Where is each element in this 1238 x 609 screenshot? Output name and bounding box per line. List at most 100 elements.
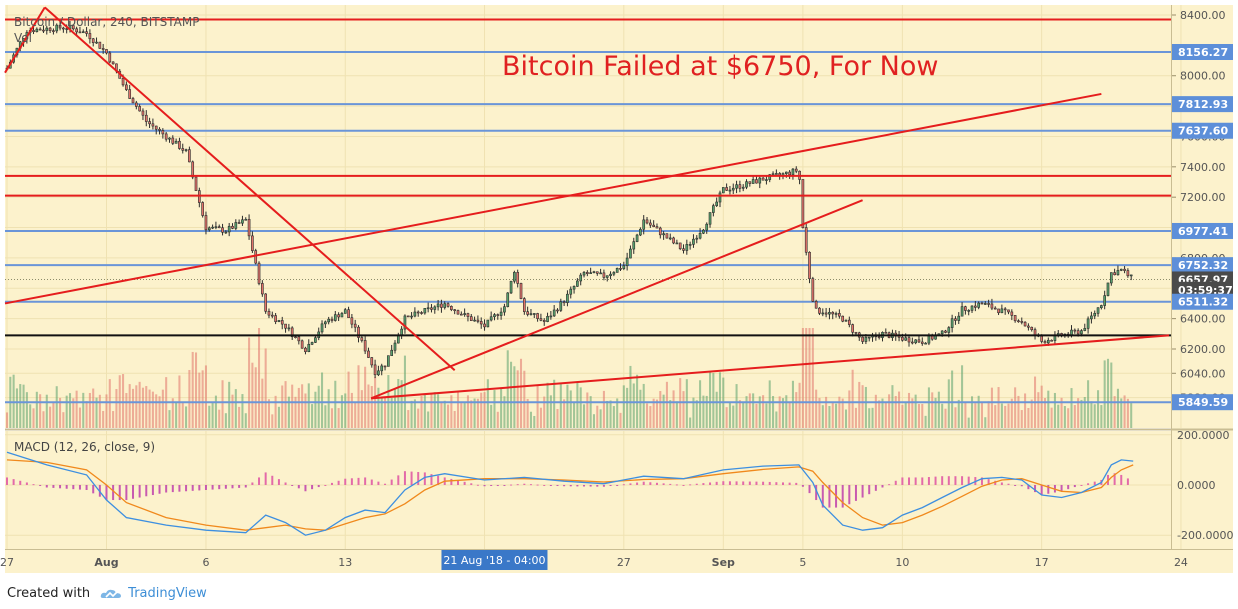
candle-body-138 (463, 313, 466, 315)
macd-histogram-bar-147 (980, 477, 983, 485)
candle-body-36 (125, 84, 128, 90)
candle-body-43 (148, 121, 151, 125)
candle-body-225 (751, 179, 755, 184)
macd-histogram-bar-156 (1040, 484, 1043, 496)
candle-body-199 (665, 233, 669, 239)
volume-bar-176 (589, 396, 592, 428)
volume-bar-31 (108, 379, 111, 428)
candle-body-160 (536, 313, 539, 319)
candle-body-114 (383, 365, 387, 368)
volume-bar-195 (652, 398, 655, 428)
candle-body-127 (426, 307, 430, 310)
candle-body-236 (788, 171, 791, 176)
candle-body-173 (579, 274, 583, 282)
volume-bar-179 (599, 409, 602, 428)
volume-bar-338 (1126, 398, 1129, 428)
candle-body-140 (469, 316, 473, 321)
candle-body-205 (685, 244, 689, 251)
volume-bar-145 (486, 379, 489, 428)
volume-bar-320 (1067, 408, 1070, 428)
volume-bar-307 (1024, 393, 1027, 428)
volume-bar-227 (758, 396, 761, 428)
volume-bar-62 (211, 401, 214, 428)
macd-histogram-bar-30 (204, 484, 207, 490)
candle-body-170 (569, 288, 573, 295)
candle-body-70 (237, 222, 241, 224)
volume-bar-113 (380, 398, 383, 428)
candle-body-122 (410, 315, 413, 318)
volume-bar-32 (112, 411, 115, 428)
volume-bar-163 (546, 382, 549, 428)
level-badge-3 (1172, 222, 1233, 239)
volume-bar-71 (241, 394, 244, 428)
tradingview-cloud-icon[interactable] (100, 588, 122, 600)
volume-bar-332 (1106, 358, 1110, 428)
candle-body-251 (838, 313, 841, 317)
volume-bar-87 (294, 396, 297, 428)
candle-body-75 (254, 250, 258, 264)
macd-histogram-bar-86 (576, 484, 579, 487)
candle-body-287 (957, 315, 961, 321)
candle-body-147 (493, 314, 496, 318)
footer: Created with TradingView (0, 578, 1238, 609)
macd-histogram-bar-95 (636, 482, 639, 485)
volume-bar-157 (526, 398, 529, 428)
volume-bar-76 (257, 328, 261, 428)
volume-bar-284 (947, 379, 950, 428)
candle-body-227 (758, 177, 762, 184)
volume-bar-242 (808, 328, 811, 428)
volume-bar-14 (52, 402, 55, 428)
macd-histogram-bar-140 (934, 476, 937, 485)
candle-body-37 (128, 89, 132, 99)
candle-body-314 (1046, 339, 1050, 344)
volume-bar-4 (19, 384, 22, 428)
candle-body-63 (214, 226, 218, 229)
volume-bar-244 (815, 389, 818, 428)
macd-histogram-bar-107 (715, 481, 718, 485)
volume-bar-13 (49, 406, 52, 428)
candle-body-247 (824, 312, 828, 315)
macd-histogram-bar-134 (894, 480, 897, 485)
volume-bar-16 (59, 397, 62, 428)
candle-body-18 (65, 28, 69, 30)
candle-body-44 (151, 123, 155, 127)
candle-body-336 (1119, 268, 1123, 271)
candle-body-283 (944, 330, 947, 333)
volume-bar-225 (752, 393, 755, 428)
tradingview-link[interactable]: TradingView (128, 586, 207, 601)
volume-bar-24 (85, 401, 88, 428)
volume-bar-306 (1020, 410, 1023, 428)
candle-body-26 (91, 38, 95, 43)
candle-body-309 (1030, 326, 1034, 330)
volume-bar-323 (1077, 398, 1080, 428)
volume-bar-273 (911, 398, 914, 428)
volume-bar-283 (944, 408, 947, 428)
candle-body-259 (864, 337, 868, 342)
candle-body-49 (168, 137, 171, 140)
volume-bar-91 (307, 383, 310, 428)
volume-bar-66 (224, 413, 227, 428)
volume-bar-189 (632, 383, 635, 428)
volume-bar-9 (35, 391, 38, 428)
volume-bar-262 (874, 394, 877, 428)
candle-body-308 (1027, 325, 1030, 328)
volume-bar-47 (161, 389, 164, 428)
macd-histogram-bar-44 (297, 484, 300, 489)
candle-body-167 (559, 301, 563, 311)
candle-body-38 (131, 98, 135, 104)
candle-body-258 (861, 336, 864, 342)
candle-body-337 (1123, 268, 1126, 271)
volume-bar-119 (400, 380, 403, 428)
candle-body-294 (980, 302, 984, 305)
candle-body-133 (446, 303, 450, 307)
volume-bar-319 (1063, 406, 1066, 428)
candle-body-326 (1086, 318, 1090, 329)
candle-body-31 (108, 52, 112, 63)
volume-bar-12 (45, 394, 48, 428)
volume-bar-339 (1130, 403, 1133, 428)
macd-histogram-bar-128 (854, 484, 857, 501)
macd-histogram-bar-11 (78, 484, 81, 490)
level-badge-0 (1172, 44, 1233, 61)
macd-histogram-bar-17 (118, 484, 121, 501)
candle-body-312 (1040, 335, 1043, 342)
